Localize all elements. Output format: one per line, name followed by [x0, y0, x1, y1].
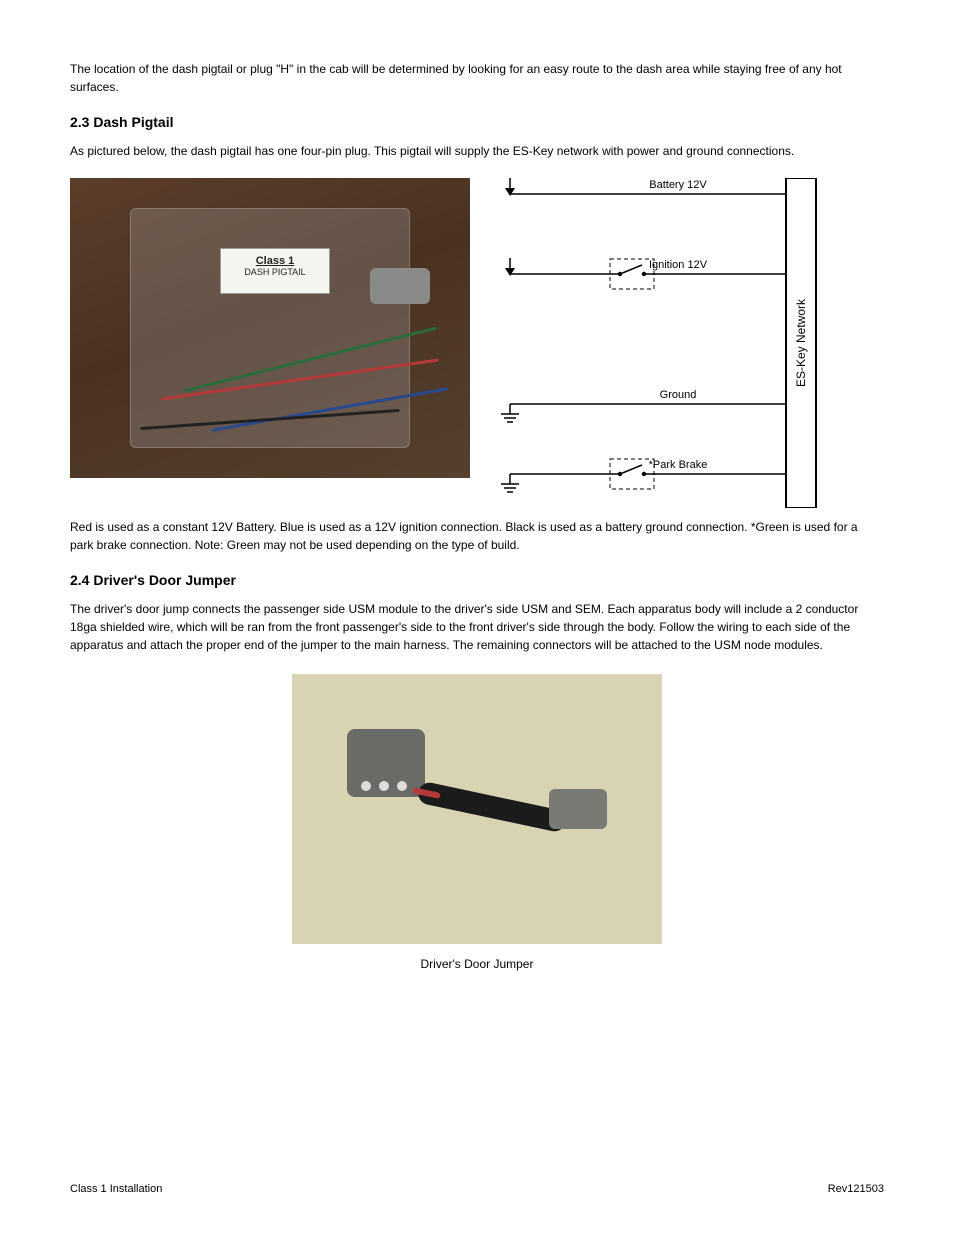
- jumper-figure: Driver's Door Jumper: [70, 674, 884, 971]
- svg-text:Ignition 12V: Ignition 12V: [649, 259, 708, 271]
- jumper-caption: Driver's Door Jumper: [70, 957, 884, 971]
- footer-left: Class 1 Installation: [70, 1183, 162, 1195]
- pigtail-schematic: ES-Key Network Battery 12V Ignition 12V Gro…: [500, 178, 820, 508]
- jumper-photo: [292, 674, 662, 944]
- jumper-connector-large: [347, 729, 425, 797]
- pigtail-photo: Class 1 DASH PIGTAIL: [70, 178, 470, 478]
- svg-text:ES-Key Network: ES-Key Network: [794, 298, 808, 387]
- bag-label-line2: DASH PIGTAIL: [221, 267, 329, 277]
- pigtail-row: Class 1 DASH PIGTAIL ES-Key Network Batte…: [70, 178, 884, 508]
- pigtail-p2: Red is used as a constant 12V Battery. B…: [70, 518, 884, 554]
- jumper-wire: [416, 781, 567, 834]
- svg-text:*Park Brake: *Park Brake: [649, 459, 708, 471]
- page-footer: Class 1 Installation Rev121503: [70, 1183, 884, 1195]
- bag-label-line1: Class 1: [221, 255, 329, 267]
- pigtail-connector: [370, 268, 430, 304]
- jumper-p1: The driver's door jump connects the pass…: [70, 600, 884, 654]
- svg-text:Ground: Ground: [660, 389, 697, 401]
- jumper-connector-small: [549, 789, 607, 829]
- footer-right: Rev121503: [828, 1183, 884, 1195]
- jumper-title: 2.4 Driver's Door Jumper: [70, 572, 884, 588]
- pigtail-p1: As pictured below, the dash pigtail has …: [70, 142, 884, 160]
- intro-text: The location of the dash pigtail or plug…: [70, 60, 884, 96]
- pigtail-title: 2.3 Dash Pigtail: [70, 114, 884, 130]
- svg-text:Battery 12V: Battery 12V: [649, 179, 707, 191]
- bag-label: Class 1 DASH PIGTAIL: [220, 248, 330, 294]
